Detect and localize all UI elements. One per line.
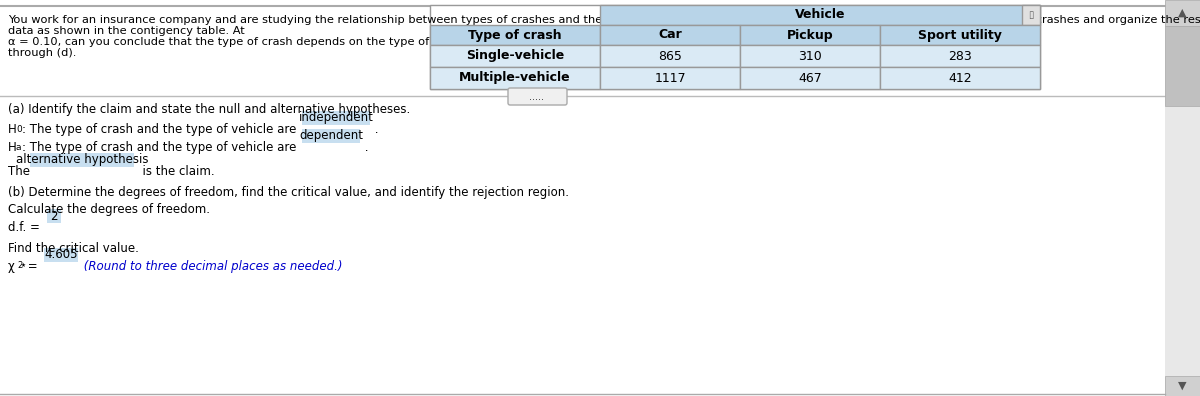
- Text: α = 0.10, can you conclude that the type of crash depends on the type of vehicle: α = 0.10, can you conclude that the type…: [8, 37, 590, 47]
- Text: 4.605: 4.605: [44, 249, 78, 261]
- Text: χ: χ: [8, 260, 14, 273]
- Text: 2: 2: [50, 209, 58, 223]
- Bar: [1165, 376, 1200, 396]
- FancyBboxPatch shape: [508, 88, 568, 105]
- Text: The: The: [8, 165, 34, 178]
- Bar: [740, 25, 880, 45]
- Text: You work for an insurance company and are studying the relationship between type: You work for an insurance company and ar…: [8, 15, 1200, 25]
- Text: alternative hypothesis: alternative hypothesis: [16, 154, 149, 166]
- Text: : The type of crash and the type of vehicle are: : The type of crash and the type of vehi…: [22, 141, 300, 154]
- Text: 865: 865: [658, 50, 682, 63]
- Bar: [1165, 26, 1200, 106]
- Text: H: H: [8, 141, 17, 154]
- Text: 310: 310: [798, 50, 822, 63]
- Text: 283: 283: [948, 50, 972, 63]
- Text: dependent: dependent: [299, 129, 364, 143]
- Text: Find the critical value.: Find the critical value.: [8, 242, 139, 255]
- Bar: [30, 153, 134, 167]
- Bar: [430, 5, 1040, 89]
- Text: (Round to three decimal places as needed.): (Round to three decimal places as needed…: [80, 260, 342, 273]
- Bar: [430, 45, 600, 67]
- Text: =: =: [24, 260, 41, 273]
- Bar: [740, 67, 880, 89]
- Text: Sport utility: Sport utility: [918, 29, 1002, 42]
- Text: H: H: [8, 123, 17, 136]
- Text: data as shown in the contigency table. At: data as shown in the contigency table. A…: [8, 26, 245, 36]
- Text: 467: 467: [798, 72, 822, 84]
- Text: Type of crash: Type of crash: [468, 29, 562, 42]
- Text: Calculate the degrees of freedom.: Calculate the degrees of freedom.: [8, 203, 210, 216]
- Text: Car: Car: [658, 29, 682, 42]
- Bar: [1165, 0, 1200, 26]
- Bar: [430, 67, 600, 89]
- Bar: [302, 111, 370, 125]
- Bar: [600, 67, 740, 89]
- Text: (a) Identify the claim and state the null and alternative hypotheses.: (a) Identify the claim and state the nul…: [8, 103, 410, 116]
- Bar: [600, 5, 1040, 25]
- Text: 1117: 1117: [654, 72, 686, 84]
- Text: Vehicle: Vehicle: [794, 8, 845, 21]
- Bar: [47, 209, 61, 223]
- Bar: [600, 25, 740, 45]
- Text: : The type of crash and the type of vehicle are: : The type of crash and the type of vehi…: [22, 123, 300, 136]
- Text: ▯: ▯: [1028, 10, 1033, 20]
- Text: through (d).: through (d).: [8, 48, 77, 58]
- Text: is the claim.: is the claim.: [134, 165, 215, 178]
- Text: (b) Determine the degrees of freedom, find the critical value, and identify the : (b) Determine the degrees of freedom, fi…: [8, 186, 569, 199]
- Text: Pickup: Pickup: [787, 29, 833, 42]
- Bar: [880, 45, 1040, 67]
- Text: .: .: [371, 123, 378, 136]
- Text: d.f. =: d.f. =: [8, 221, 43, 234]
- Text: 412: 412: [948, 72, 972, 84]
- Text: ★: ★: [22, 263, 26, 268]
- Bar: [1165, 0, 1200, 396]
- Text: 2: 2: [17, 261, 23, 270]
- Text: Single-vehicle: Single-vehicle: [466, 50, 564, 63]
- Bar: [880, 25, 1040, 45]
- Text: .....: .....: [529, 91, 545, 101]
- Text: Multiple-vehicle: Multiple-vehicle: [460, 72, 571, 84]
- Text: 0: 0: [16, 125, 22, 134]
- Bar: [430, 25, 600, 45]
- Text: ▼: ▼: [1177, 381, 1187, 391]
- Bar: [880, 67, 1040, 89]
- Text: a: a: [16, 143, 22, 152]
- Text: independent: independent: [299, 112, 373, 124]
- Bar: [600, 45, 740, 67]
- Text: ▲: ▲: [1177, 8, 1187, 18]
- Bar: [740, 45, 880, 67]
- Bar: [44, 248, 78, 262]
- Bar: [302, 129, 360, 143]
- Text: .: .: [361, 141, 368, 154]
- Bar: [1022, 5, 1040, 25]
